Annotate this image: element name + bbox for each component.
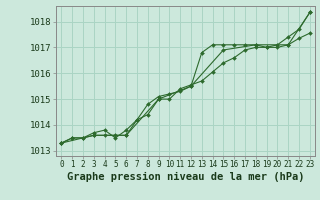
- X-axis label: Graphe pression niveau de la mer (hPa): Graphe pression niveau de la mer (hPa): [67, 172, 304, 182]
